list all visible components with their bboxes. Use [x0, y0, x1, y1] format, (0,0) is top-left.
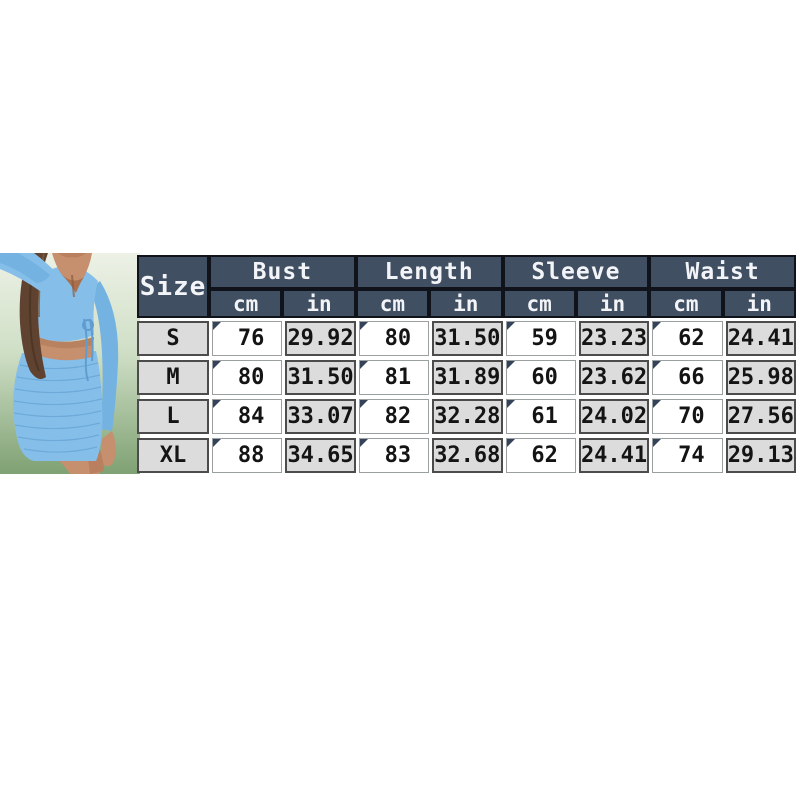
length-in-cell: 31.50 — [432, 321, 503, 356]
col-header-length: Length — [355, 255, 503, 289]
bust-cm-cell: 84 — [212, 399, 283, 434]
size-label-cell: S — [137, 321, 209, 356]
bust-in-cell: 34.65 — [285, 438, 356, 473]
sleeve-cm-cell: 60 — [505, 360, 576, 395]
unit-header-length-cm: cm — [355, 289, 430, 318]
length-in-cell: 31.89 — [432, 360, 503, 395]
unit-header-sleeve-cm: cm — [502, 289, 576, 318]
sleeve-cm-cell: 62 — [505, 438, 576, 473]
length-in-cell: 32.28 — [432, 399, 503, 434]
unit-header-waist-in: in — [722, 289, 796, 318]
length-cm-cell: 81 — [358, 360, 430, 395]
bust-cm-cell: 80 — [212, 360, 283, 395]
bust-in-cell: 33.07 — [285, 399, 356, 434]
unit-header-length-in: in — [429, 289, 503, 318]
bust-in-cell: 31.50 — [285, 360, 356, 395]
waist-in-cell: 29.13 — [725, 438, 796, 473]
bust-cm-cell: 88 — [212, 438, 283, 473]
bust-in-cell: 29.92 — [285, 321, 356, 356]
length-cm-cell: 82 — [358, 399, 430, 434]
length-cm-cell: 80 — [358, 321, 430, 356]
col-header-waist: Waist — [649, 255, 796, 289]
unit-header-waist-cm: cm — [649, 289, 723, 318]
size-chart-table: Size Bust Length Sleeve Waist cm in cm i… — [137, 255, 796, 473]
product-photo — [0, 253, 140, 474]
col-header-sleeve: Sleeve — [502, 255, 650, 289]
product-photo-illustration — [0, 253, 140, 474]
size-label-cell: L — [137, 399, 209, 434]
sleeve-in-cell: 23.23 — [578, 321, 650, 356]
waist-in-cell: 24.41 — [725, 321, 796, 356]
waist-in-cell: 25.98 — [725, 360, 796, 395]
length-cm-cell: 83 — [358, 438, 430, 473]
size-label-cell: XL — [137, 438, 209, 473]
sleeve-in-cell: 24.41 — [578, 438, 650, 473]
bust-cm-cell: 76 — [212, 321, 283, 356]
col-header-size: Size — [137, 255, 209, 318]
unit-header-bust-in: in — [282, 289, 356, 318]
waist-cm-cell: 74 — [652, 438, 723, 473]
sleeve-in-cell: 24.02 — [578, 399, 650, 434]
waist-cm-cell: 70 — [652, 399, 723, 434]
size-chart-body: S 76 29.92 80 31.50 59 23.23 62 24.41 M … — [137, 318, 796, 473]
waist-cm-cell: 66 — [652, 360, 723, 395]
waist-cm-cell: 62 — [652, 321, 723, 356]
length-in-cell: 32.68 — [432, 438, 503, 473]
size-chart-header: Size Bust Length Sleeve Waist cm in cm i… — [137, 255, 796, 318]
sleeve-in-cell: 23.62 — [578, 360, 650, 395]
size-label-cell: M — [137, 360, 209, 395]
unit-header-sleeve-in: in — [575, 289, 650, 318]
waist-in-cell: 27.56 — [725, 399, 796, 434]
sleeve-cm-cell: 59 — [505, 321, 576, 356]
sleeve-cm-cell: 61 — [505, 399, 576, 434]
col-header-bust: Bust — [209, 255, 356, 289]
unit-header-bust-cm: cm — [209, 289, 283, 318]
